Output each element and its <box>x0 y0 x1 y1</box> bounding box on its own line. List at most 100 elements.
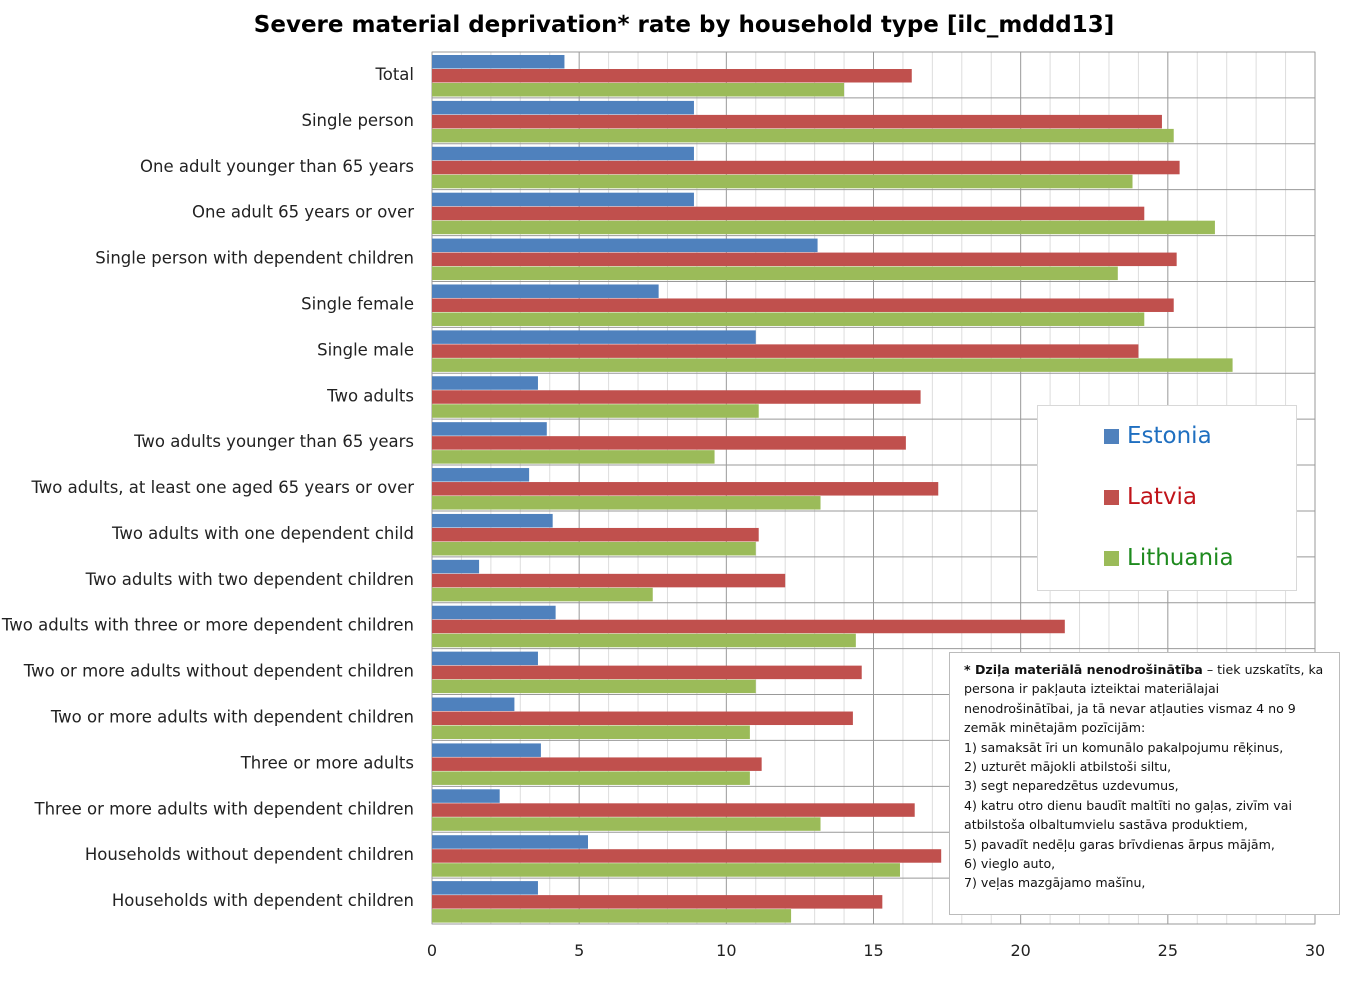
note-item: 7) veļas mazgājamo mašīnu, <box>964 875 1146 891</box>
bar-latvia <box>432 344 1139 358</box>
bar-lithuania <box>432 909 792 923</box>
category-label: One adult younger than 65 years <box>140 157 414 176</box>
bar-estonia <box>432 835 588 849</box>
bar-estonia <box>432 559 480 574</box>
x-tick-label: 20 <box>1010 941 1030 960</box>
bar-lithuania <box>432 404 759 418</box>
bar-lithuania <box>432 174 1133 189</box>
bar-lithuania <box>432 633 856 648</box>
bar-estonia <box>432 146 694 161</box>
bar-lithuania <box>432 587 653 602</box>
x-tick-label: 10 <box>716 941 736 960</box>
bar-estonia <box>432 605 556 620</box>
x-tick-label: 30 <box>1305 941 1325 960</box>
legend-item-lithuania: Lithuania <box>1104 545 1234 571</box>
bar-latvia <box>432 711 853 726</box>
bar-estonia <box>432 743 541 757</box>
bar-lithuania <box>432 312 1145 326</box>
note-item: 5) pavadīt nedēļu garas brīvdienas ārpus… <box>964 836 1275 852</box>
bar-latvia <box>432 757 762 771</box>
bar-latvia <box>432 665 862 680</box>
bar-latvia <box>432 803 915 817</box>
bar-lithuania <box>432 817 821 831</box>
category-label: Two adults younger than 65 years <box>133 432 414 451</box>
legend-item-latvia: Latvia <box>1104 484 1197 510</box>
note-definition: * Dziļa materiālā nenodrošinātība – tiek… <box>964 660 1332 738</box>
bar-estonia <box>432 468 530 482</box>
bar-estonia <box>432 513 553 528</box>
chart-title: Severe material deprivation* rate by hou… <box>254 12 1114 38</box>
bar-estonia <box>432 238 818 253</box>
x-tick-label: 25 <box>1158 941 1178 960</box>
legend-label: Lithuania <box>1127 545 1234 571</box>
bar-estonia <box>432 376 538 390</box>
category-label: Two or more adults with dependent childr… <box>50 708 414 727</box>
category-label: Two adults, at least one aged 65 years o… <box>30 478 414 497</box>
bar-latvia <box>432 160 1180 175</box>
bar-latvia <box>432 619 1065 634</box>
note-item: 1) samaksāt īri un komunālo pakalpojumu … <box>964 739 1284 755</box>
legend-swatch-estonia <box>1104 428 1119 444</box>
bar-latvia <box>432 114 1162 129</box>
bar-latvia <box>432 436 906 450</box>
bar-latvia <box>432 390 921 404</box>
bar-lithuania <box>432 266 1118 281</box>
legend-label: Latvia <box>1127 484 1198 510</box>
category-label: Two adults with one dependent child <box>111 524 414 543</box>
bar-latvia <box>432 69 912 83</box>
legend-label: Estonia <box>1127 423 1212 449</box>
bar-latvia <box>432 206 1145 221</box>
bar-latvia <box>432 482 939 496</box>
note-item: 4) katru otro dienu baudīt maltīti no ga… <box>964 797 1292 833</box>
bar-estonia <box>432 651 538 666</box>
category-label: Three or more adults with dependent chil… <box>33 799 414 818</box>
bar-estonia <box>432 330 756 344</box>
x-tick-label: 15 <box>863 941 883 960</box>
category-label: Two adults <box>326 386 414 405</box>
category-label: Total <box>374 65 414 84</box>
bar-estonia <box>432 881 538 895</box>
category-label: Single person <box>301 111 414 130</box>
category-label: Households without dependent children <box>85 845 414 864</box>
note-item: 3) segt neparedzētus uzdevumus, <box>964 778 1179 794</box>
category-label: Households with dependent children <box>112 891 414 910</box>
bar-lithuania <box>432 725 750 740</box>
note-item: 6) vieglo auto, <box>964 856 1056 872</box>
category-label: Two or more adults without dependent chi… <box>23 662 414 681</box>
bar-lithuania <box>432 863 900 877</box>
bar-estonia <box>432 55 565 69</box>
bar-estonia <box>432 100 694 115</box>
bar-lithuania <box>432 358 1233 372</box>
category-label: Two adults with three or more dependent … <box>1 616 414 635</box>
bar-latvia <box>432 895 883 909</box>
legend-item-estonia: Estonia <box>1104 423 1212 449</box>
legend-swatch-lithuania <box>1104 550 1119 566</box>
bar-lithuania <box>432 679 756 694</box>
bar-lithuania <box>432 541 756 556</box>
category-label: Two adults with two dependent children <box>85 570 414 589</box>
bar-lithuania <box>432 450 715 464</box>
definition-note: * Dziļa materiālā nenodrošinātība – tiek… <box>949 652 1340 915</box>
legend-swatch-latvia <box>1104 489 1119 505</box>
category-label: Single female <box>301 294 414 313</box>
legend: Estonia Latvia Lithuania <box>1037 405 1297 591</box>
x-tick-label: 0 <box>427 941 437 960</box>
bar-estonia <box>432 284 659 298</box>
bar-lithuania <box>432 771 750 785</box>
bar-lithuania <box>432 83 845 97</box>
note-item: 2) uzturēt mājokli atbilstoši siltu, <box>964 759 1172 775</box>
bar-latvia <box>432 849 942 863</box>
bar-lithuania <box>432 496 821 510</box>
category-label: One adult 65 years or over <box>192 203 414 222</box>
note-definition-text: – tiek uzskatīts, ka persona ir pakļauta… <box>964 662 1324 736</box>
bar-estonia <box>432 697 515 712</box>
category-label: Single person with dependent children <box>95 249 414 268</box>
bar-latvia <box>432 298 1174 312</box>
bar-estonia <box>432 422 547 436</box>
category-label: Three or more adults <box>240 753 414 772</box>
bar-lithuania <box>432 220 1215 235</box>
bar-estonia <box>432 192 694 207</box>
category-label: Single male <box>317 340 414 359</box>
bar-lithuania <box>432 128 1174 143</box>
bar-estonia <box>432 789 500 803</box>
